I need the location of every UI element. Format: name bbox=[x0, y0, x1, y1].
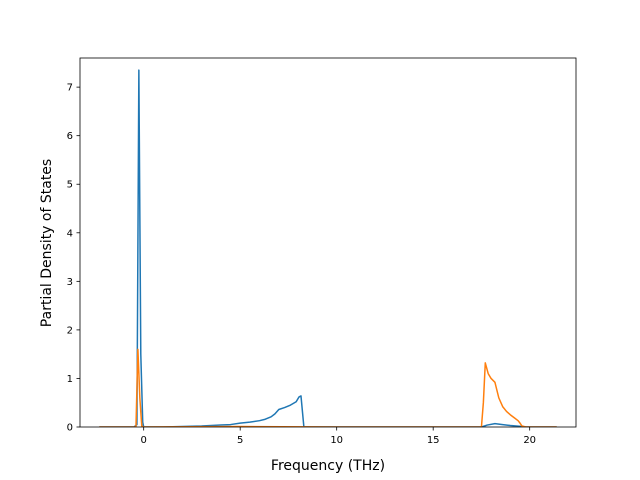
y-tick-label: 6 bbox=[67, 131, 73, 142]
x-tick-label: 0 bbox=[141, 435, 147, 446]
y-tick-label: 3 bbox=[67, 277, 73, 288]
x-tick-label: 20 bbox=[523, 435, 536, 446]
series-line-1 bbox=[99, 69, 557, 427]
series-line-2 bbox=[99, 348, 557, 427]
y-tick-label: 7 bbox=[67, 83, 73, 94]
y-tick-label: 0 bbox=[67, 423, 73, 434]
y-axis-label: Partial Density of States bbox=[39, 159, 55, 327]
y-tick-label: 1 bbox=[67, 374, 73, 385]
y-tick-label: 2 bbox=[67, 325, 73, 336]
x-tick-label: 15 bbox=[427, 435, 440, 446]
plot-frame bbox=[79, 57, 577, 428]
x-axis-label: Frequency (THz) bbox=[271, 458, 385, 474]
plot-content bbox=[99, 69, 557, 427]
y-tick-label: 4 bbox=[67, 228, 73, 239]
x-tick-label: 5 bbox=[237, 435, 243, 446]
y-tick-label: 5 bbox=[67, 180, 73, 191]
axes: 0 5 10 15 20 0 1 2 3 4 5 6 7 bbox=[67, 57, 577, 446]
x-tick-label: 10 bbox=[330, 435, 343, 446]
